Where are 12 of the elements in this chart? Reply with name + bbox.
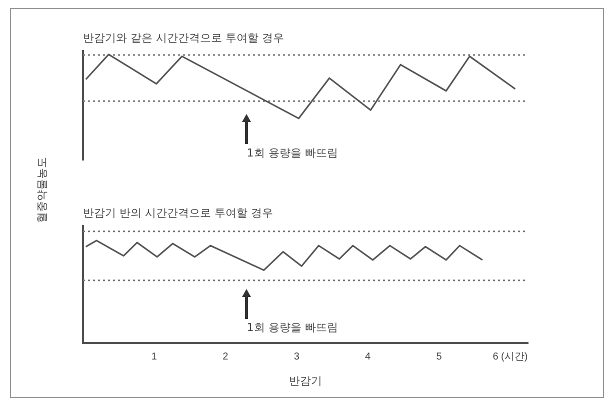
chart-title: 반감기와 같은 시간간격으로 투여할 경우 xyxy=(83,31,284,44)
x-tick-label: 5 xyxy=(436,352,442,363)
text: 1회 용량을 빠뜨림 xyxy=(246,146,338,160)
x-tick-label: 3 xyxy=(294,352,300,363)
y-axis-title: 혈중약물농도 xyxy=(34,157,50,223)
x-tick-label: 4 xyxy=(365,352,372,363)
x-tick-label: 1 xyxy=(151,352,158,363)
chart-title: 반감기 반의 시간간격으로 투여할 경우 xyxy=(83,206,273,220)
annotation: 1회 용량을 빠뜨림 xyxy=(246,321,338,334)
x-tick-label: 6 (시간) xyxy=(492,352,528,363)
x-tick-label: 2 xyxy=(222,352,229,363)
x-axis-title: 반감기 xyxy=(289,375,322,388)
